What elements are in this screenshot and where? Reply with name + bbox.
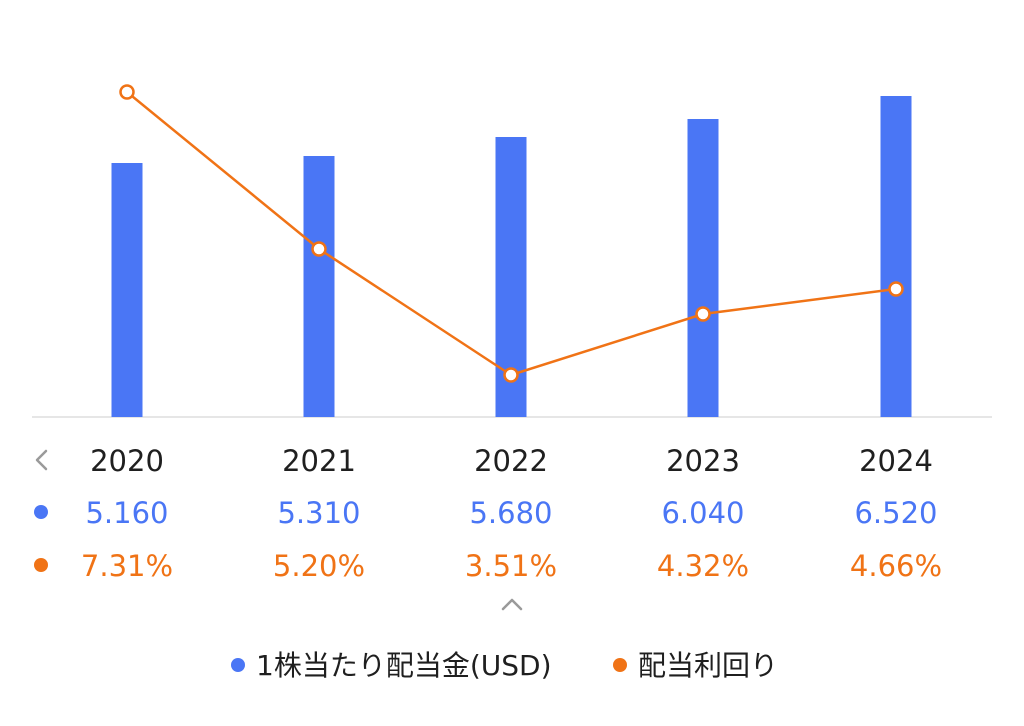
yield-value-2021: 5.20% <box>273 549 365 583</box>
yield-point-2020[interactable] <box>119 84 135 100</box>
dps-value-2022: 5.680 <box>469 496 552 530</box>
legend-yield-label: 配当利回り <box>638 649 778 682</box>
dps-value-2024: 6.520 <box>854 496 937 530</box>
yield-labels: 7.31% 5.20% 3.51% 4.32% 4.66% <box>81 549 942 583</box>
dps-labels: 5.160 5.310 5.680 6.040 6.520 <box>85 496 937 530</box>
dps-row-marker <box>34 505 48 519</box>
year-label-2022: 2022 <box>474 444 548 478</box>
yield-point-2023[interactable] <box>695 306 711 322</box>
legend-dps-marker <box>231 658 245 672</box>
year-labels: 2020 2021 2022 2023 2024 <box>90 444 933 478</box>
dps-value-2023: 6.040 <box>661 496 744 530</box>
dps-value-2021: 5.310 <box>277 496 360 530</box>
legend-dps-label: 1株当たり配当金(USD) <box>256 649 552 682</box>
yield-point-2021[interactable] <box>311 241 327 257</box>
dps-bar-2023[interactable] <box>687 119 719 417</box>
yield-point-2022[interactable] <box>503 367 519 383</box>
year-label-2023: 2023 <box>666 444 740 478</box>
year-label-2021: 2021 <box>282 444 356 478</box>
yield-row-marker <box>34 558 48 572</box>
yield-value-2023: 4.32% <box>657 549 749 583</box>
yield-value-2022: 3.51% <box>465 549 557 583</box>
year-label-2020: 2020 <box>90 444 164 478</box>
yield-points <box>119 84 904 383</box>
legend: 1株当たり配当金(USD) 配当利回り <box>231 649 778 682</box>
dps-bars <box>111 96 912 417</box>
yield-value-2024: 4.66% <box>850 549 942 583</box>
chevron-left-icon[interactable] <box>35 449 48 471</box>
dps-bar-2024[interactable] <box>880 96 912 417</box>
yield-point-2024[interactable] <box>888 281 904 297</box>
dps-bar-2020[interactable] <box>111 163 143 417</box>
dps-value-2020: 5.160 <box>85 496 168 530</box>
chevron-up-icon[interactable] <box>501 598 523 611</box>
yield-value-2020: 7.31% <box>81 549 173 583</box>
legend-yield-marker <box>613 658 627 672</box>
dps-bar-2021[interactable] <box>303 156 335 417</box>
year-label-2024: 2024 <box>859 444 933 478</box>
